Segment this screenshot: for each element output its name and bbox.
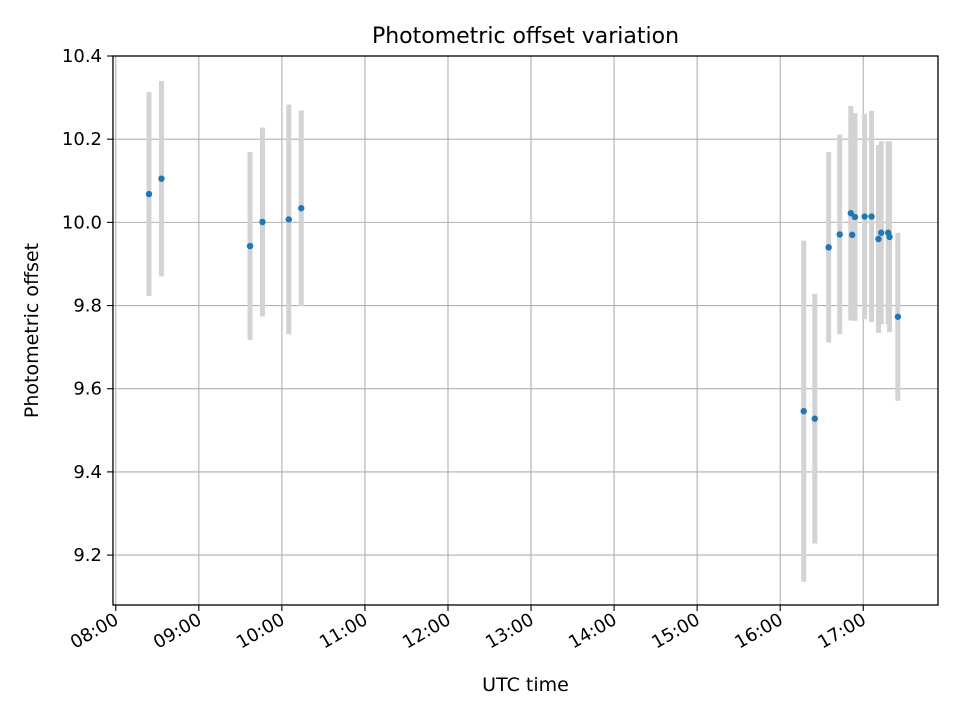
data-point [811,415,819,422]
x-tick-label: 08:00 [67,609,122,653]
data-point [298,205,305,212]
axis-ticks: 08:00 09:00 10:00 11:00 12:00 13:00 14:00 15:00… [62,46,870,653]
y-axis-label: Photometric offset [21,243,43,418]
y-tick-label: 9.8 [73,296,102,317]
x-tick-label: 14:00 [565,609,620,653]
y-tick-label: 9.4 [73,462,102,483]
x-tick-label: 12:00 [399,609,454,653]
y-tick-label: 9.2 [73,545,102,566]
chart-title: Photometric offset variation [372,24,679,49]
data-point [861,213,868,220]
data-point [158,175,165,182]
data-point [800,407,807,415]
error-bars [146,80,901,582]
data-points [145,175,902,422]
x-tick-label: 09:00 [150,609,205,653]
x-tick-label: 13:00 [482,609,537,653]
data-point [259,218,266,226]
y-tick-label: 10.2 [62,129,102,150]
x-tick-label: 11:00 [316,609,371,653]
x-tick-label: 15:00 [648,609,703,653]
data-point [836,231,843,238]
data-point [875,235,882,243]
data-point [886,233,893,241]
data-point [847,210,854,217]
y-tick-label: 10.4 [62,46,102,67]
x-tick-label: 10:00 [233,609,288,653]
data-point [851,213,859,221]
x-tick-label: 17:00 [814,609,869,653]
data-point [285,216,292,223]
data-point [878,229,885,236]
y-tick-label: 9.6 [73,379,102,400]
data-point [894,313,902,320]
x-tick-label: 16:00 [731,609,786,653]
data-point [868,213,875,220]
data-point [848,231,856,239]
y-tick-label: 10.0 [62,212,102,233]
plot-frame [112,55,939,606]
data-point [145,190,153,198]
data-point [825,244,832,251]
x-axis-label: UTC time [482,674,569,696]
data-point [246,242,254,250]
